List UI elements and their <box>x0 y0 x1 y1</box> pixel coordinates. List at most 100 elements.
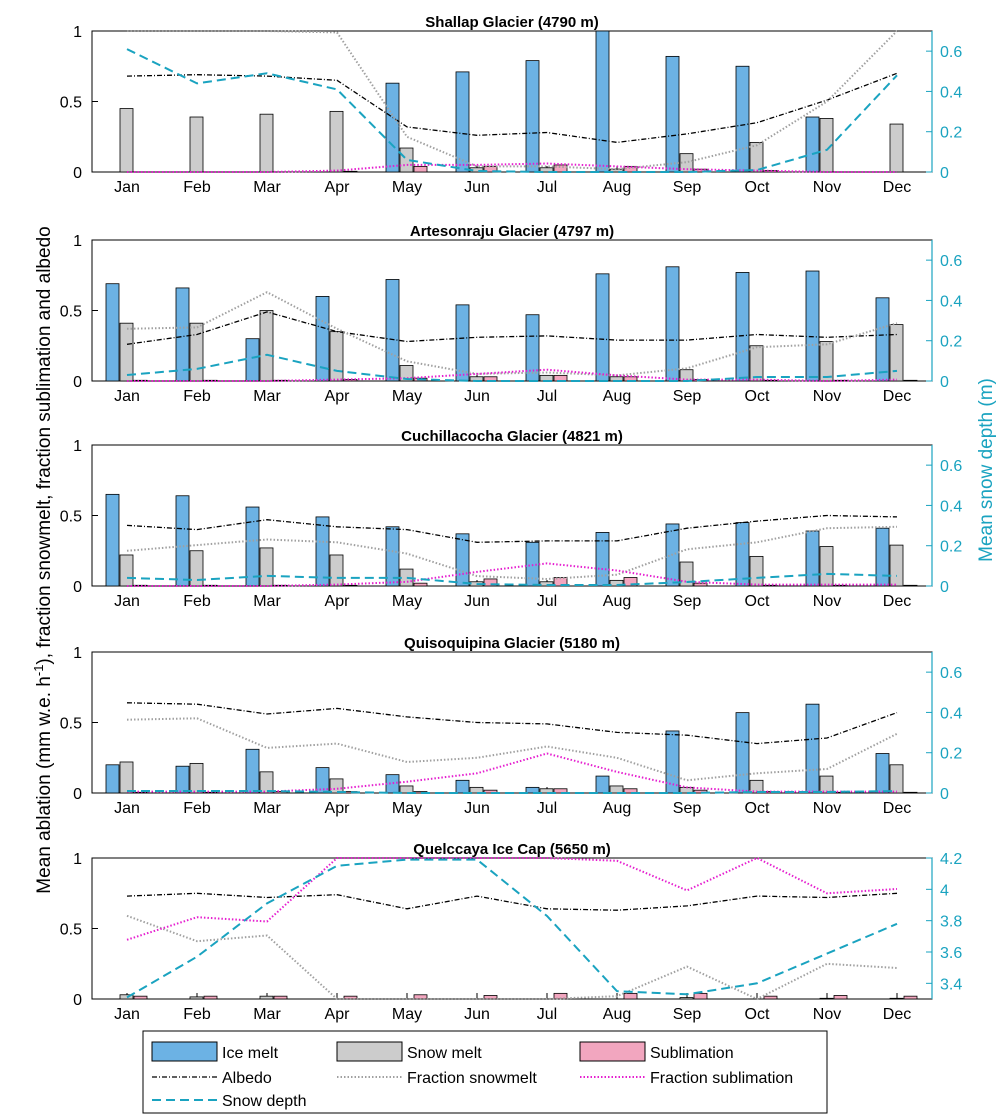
line-albedo <box>126 72 898 144</box>
bar-sublimation <box>903 995 918 1000</box>
legend-swatch-sublimation <box>579 1041 646 1062</box>
bar-sublimation <box>833 584 848 587</box>
bar-snow-melt <box>119 994 134 1000</box>
bar-ice-melt <box>385 526 400 587</box>
x-tick-label: Feb <box>183 179 211 196</box>
y2-tick-label: 0.4 <box>940 705 962 722</box>
bar-snow-melt <box>259 547 274 587</box>
y-tick-label: 0 <box>73 165 82 182</box>
bar-ice-melt <box>735 712 750 794</box>
y2-tick-label: 0 <box>940 786 949 803</box>
x-tick-label: Aug <box>603 1006 631 1023</box>
y2-tick-label: 0.2 <box>940 746 962 763</box>
bar-ice-melt <box>875 297 890 382</box>
bar-sublimation <box>693 992 708 1000</box>
bar-sublimation <box>553 788 568 794</box>
y-tick-label: 0 <box>73 786 82 803</box>
line-albedo <box>126 702 898 745</box>
bar-ice-melt <box>735 65 750 173</box>
x-tick-label: May <box>392 1006 422 1023</box>
bar-snow-melt <box>399 785 414 794</box>
y-tick-label: 1 <box>73 851 82 868</box>
y2-tick-label: 0.2 <box>940 539 962 556</box>
line-fraction-snowmelt <box>126 914 898 1001</box>
x-tick-label: Jul <box>537 388 557 405</box>
x-tick-label: May <box>392 593 422 610</box>
bar-sublimation <box>623 992 638 1000</box>
bar-snow-melt <box>259 113 274 173</box>
bar-ice-melt <box>665 266 680 382</box>
bar-ice-melt <box>385 279 400 382</box>
x-tick-label: Apr <box>325 1006 351 1023</box>
line-fraction-snowmelt <box>126 717 898 782</box>
x-tick-label: Aug <box>603 800 631 817</box>
x-tick-label: Feb <box>183 593 211 610</box>
x-tick-label: Aug <box>603 593 631 610</box>
bar-sublimation <box>413 582 428 587</box>
bar-snow-melt <box>259 310 274 382</box>
bar-snow-melt <box>609 785 624 794</box>
y2-tick-label: 0 <box>940 579 949 596</box>
bar-snow-melt <box>819 775 834 794</box>
bar-ice-melt <box>315 516 330 587</box>
bar-snow-melt <box>189 550 204 587</box>
x-tick-label: Jun <box>464 800 490 817</box>
bar-sublimation <box>413 165 428 173</box>
bar-ice-melt <box>245 506 260 587</box>
bar-sublimation <box>203 995 218 1000</box>
line-snow-depth <box>126 353 898 382</box>
bar-sublimation <box>133 995 148 1000</box>
x-tick-label: Jan <box>114 179 140 196</box>
left-axis-label-sup: -1 <box>31 665 46 677</box>
x-tick-label: Dec <box>883 179 911 196</box>
y-tick-label: 0.5 <box>60 509 82 526</box>
chart-panel-5: Quelccaya Ice Cap (5650 m) 0 0.5 1 3.4 3.6 3.8… <box>60 841 963 1023</box>
y2-tick-label: 0.6 <box>940 44 962 61</box>
bar-ice-melt <box>595 775 610 794</box>
bar-ice-melt <box>105 493 120 587</box>
y2-tick-label: 0 <box>940 374 949 391</box>
bar-ice-melt <box>455 533 470 587</box>
y2-tick-label: 0.2 <box>940 125 962 142</box>
bar-sublimation <box>623 165 638 173</box>
bar-snow-melt <box>749 345 764 382</box>
y2-tick-label: 0 <box>940 165 949 182</box>
bar-snow-melt <box>189 322 204 382</box>
x-tick-label: Mar <box>253 593 281 610</box>
bar-snow-melt <box>539 581 554 587</box>
bar-sublimation <box>903 379 918 382</box>
bar-ice-melt <box>525 60 540 173</box>
bar-ice-melt <box>665 55 680 173</box>
x-tick-label: Mar <box>253 1006 281 1023</box>
bar-ice-melt <box>525 786 540 794</box>
bar-ice-melt <box>595 532 610 587</box>
bar-sublimation <box>623 577 638 587</box>
bar-snow-melt <box>469 786 484 794</box>
bar-snow-melt <box>819 341 834 382</box>
y-tick-label: 0 <box>73 579 82 596</box>
y2-tick-label: 4 <box>940 882 949 899</box>
x-tick-label: Jun <box>464 1006 490 1023</box>
y2-tick-label: 0.4 <box>940 498 962 515</box>
x-tick-label: Nov <box>813 179 841 196</box>
bar-sublimation <box>763 995 778 1000</box>
bar-sublimation <box>903 791 918 794</box>
y-tick-label: 1 <box>73 233 82 250</box>
x-tick-label: Jul <box>537 1006 557 1023</box>
chart-panel-1: Shallap Glacier (4790 m) 0 0.5 1 0 0.2 0.4 0.6 J… <box>60 14 963 196</box>
bar-ice-melt <box>595 273 610 382</box>
line-albedo <box>126 311 898 345</box>
bar-sublimation <box>343 170 358 173</box>
bar-ice-melt <box>455 71 470 173</box>
line-snow-depth <box>126 572 898 586</box>
bar-sublimation <box>833 995 848 1000</box>
bar-ice-melt <box>385 774 400 794</box>
x-tick-label: Apr <box>325 593 351 610</box>
x-tick-label: Oct <box>745 1006 770 1023</box>
x-tick-label: Apr <box>325 800 351 817</box>
bar-snow-melt <box>329 778 344 794</box>
bar-sublimation <box>273 791 288 794</box>
bar-snow-melt <box>679 561 694 587</box>
bar-sublimation <box>483 578 498 587</box>
legend-label-snow-depth: Snow depth <box>222 1093 307 1110</box>
